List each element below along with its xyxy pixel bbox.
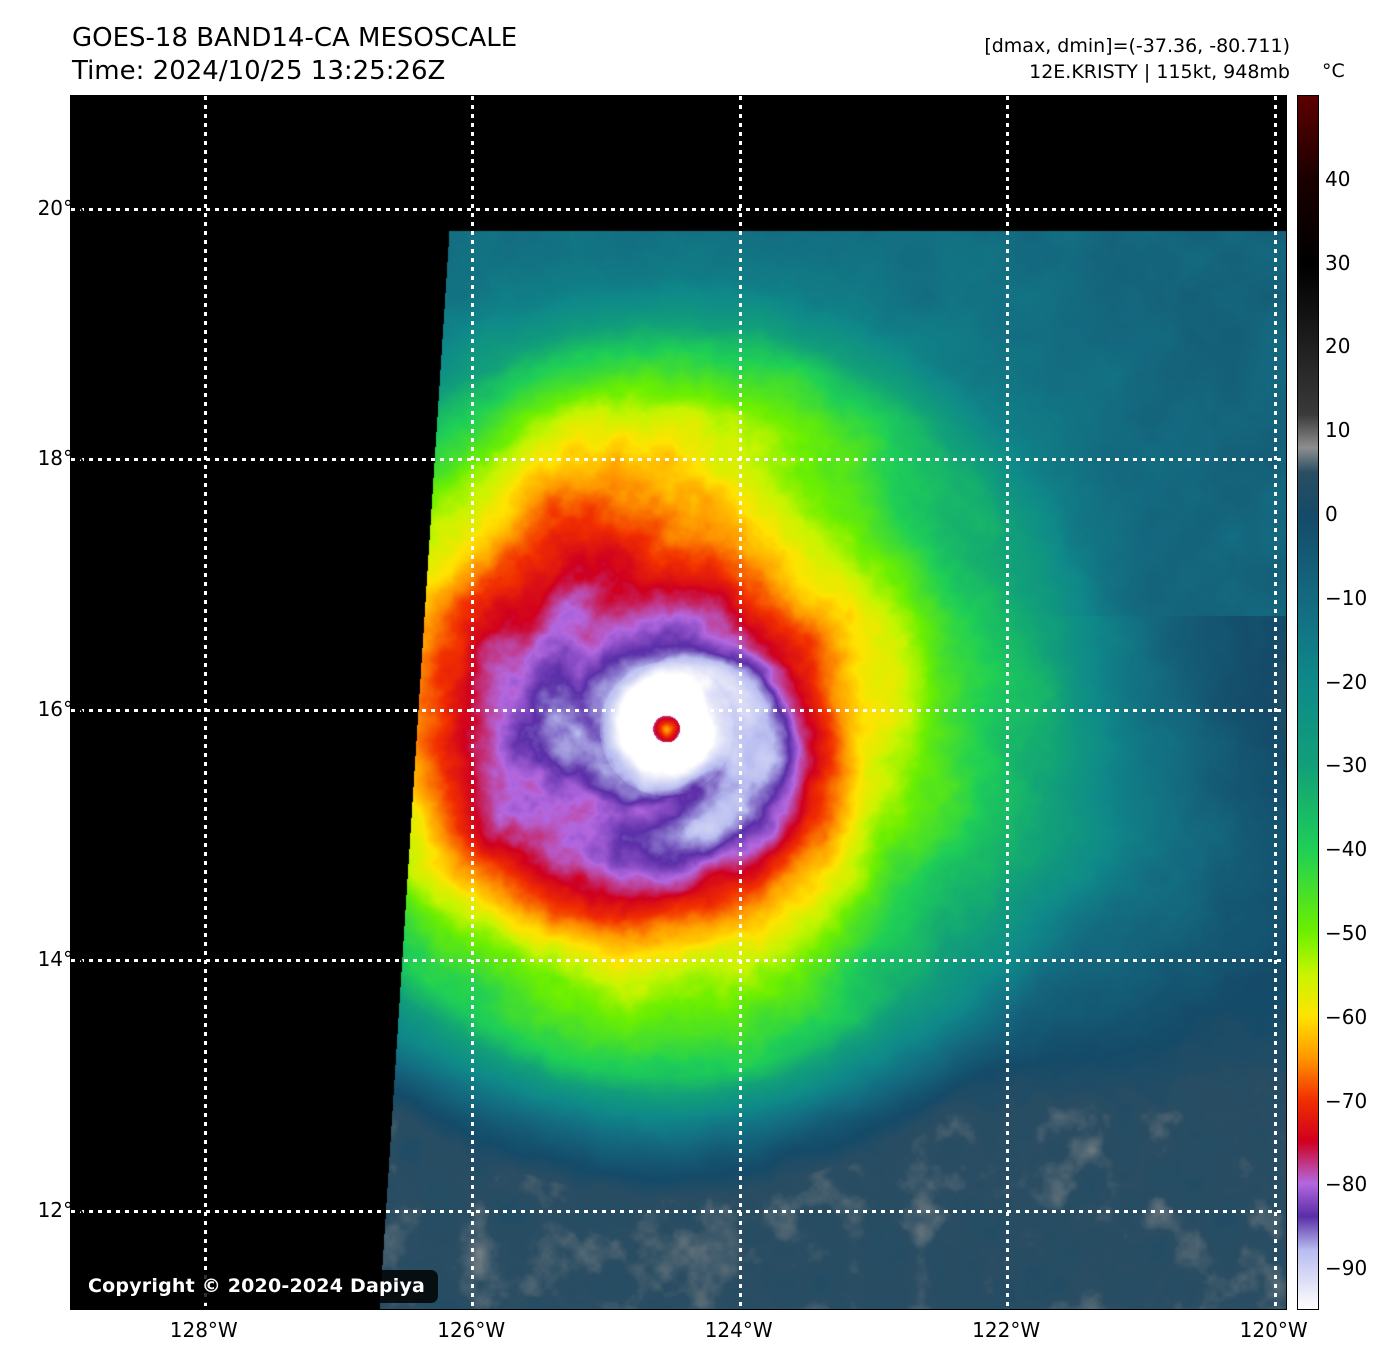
lon-tick-label: 124°W bbox=[704, 1318, 773, 1342]
colorbar bbox=[1297, 95, 1319, 1310]
colorbar-tick-label: 0 bbox=[1325, 501, 1338, 526]
storm-info-label: 12E.KRISTY | 115kt, 948mb bbox=[1029, 61, 1290, 83]
lat-tick-label: 14°N bbox=[37, 947, 88, 972]
lon-tick-label: 122°W bbox=[972, 1318, 1041, 1342]
satellite-image-plot[interactable]: Copyright © 2020-2024 Dapiya bbox=[70, 95, 1287, 1310]
lon-tick-label: 126°W bbox=[437, 1318, 506, 1342]
colorbar-tick-label: −90 bbox=[1325, 1256, 1368, 1281]
colorbar-tick-label: −50 bbox=[1325, 920, 1368, 945]
lat-tick-label: 16°N bbox=[37, 696, 88, 721]
colorbar-tick-label: 30 bbox=[1325, 250, 1351, 275]
colorbar-tick-label: −20 bbox=[1325, 669, 1368, 694]
colorbar-tick-label: −80 bbox=[1325, 1172, 1368, 1197]
colorbar-tick-label: −30 bbox=[1325, 753, 1368, 778]
title-block: GOES-18 BAND14-CA MESOSCALE Time: 2024/1… bbox=[72, 22, 517, 88]
colorbar-unit-label: °C bbox=[1322, 60, 1345, 82]
lat-tick-label: 12°N bbox=[37, 1197, 88, 1222]
colorbar-tick-label: −40 bbox=[1325, 837, 1368, 862]
colorbar-tick-label: −10 bbox=[1325, 585, 1368, 610]
copyright-watermark: Copyright © 2020-2024 Dapiya bbox=[75, 1270, 439, 1303]
colorbar-tick-label: 40 bbox=[1325, 166, 1351, 191]
satellite-ir-imagery bbox=[71, 96, 1286, 1309]
colorbar-tick-label: 10 bbox=[1325, 418, 1351, 443]
metadata-block: [dmax, dmin]=(-37.36, -80.711) 12E.KRIST… bbox=[984, 33, 1290, 85]
colorbar-tick-label: −70 bbox=[1325, 1088, 1368, 1113]
lon-tick-label: 120°W bbox=[1239, 1318, 1308, 1342]
lat-tick-label: 20°N bbox=[37, 195, 88, 220]
data-range-label: [dmax, dmin]=(-37.36, -80.711) bbox=[984, 35, 1290, 57]
lat-tick-label: 18°N bbox=[37, 446, 88, 471]
colorbar-tick-label: 20 bbox=[1325, 334, 1351, 359]
lon-tick-label: 128°W bbox=[169, 1318, 238, 1342]
page-title: GOES-18 BAND14-CA MESOSCALE bbox=[72, 23, 518, 53]
colorbar-tick-label: −60 bbox=[1325, 1004, 1368, 1029]
colorbar-gradient bbox=[1298, 96, 1318, 1309]
timestamp-label: Time: 2024/10/25 13:25:26Z bbox=[72, 56, 446, 86]
